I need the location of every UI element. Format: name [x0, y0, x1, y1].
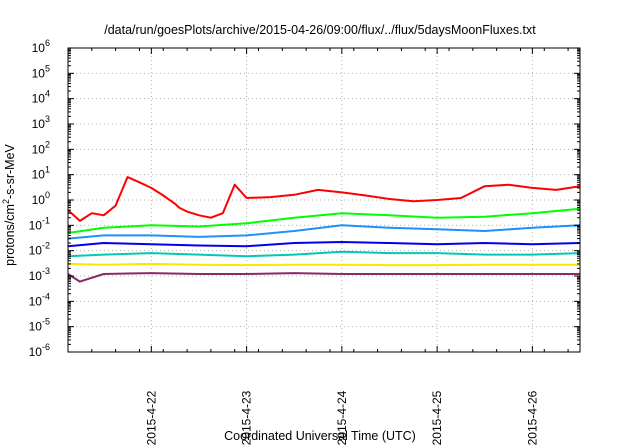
tick-layer — [67, 47, 580, 353]
y-tick-label-base: 10 — [32, 142, 46, 156]
x-tick-label: 2015-4-22 — [144, 390, 158, 445]
y-tick-label: 103 — [32, 114, 50, 131]
x-tick-labels: 2015-4-22 2015-4-23 2015-4-24 2015-4-25 2015… — [144, 390, 539, 445]
y-tick-label-exponent: 1 — [45, 165, 50, 175]
y-tick-label-exponent: -6 — [42, 342, 50, 352]
y-tick-label: 10-4 — [29, 291, 50, 308]
y-tick-label: 10-6 — [29, 342, 50, 359]
x-axis-title: Coordinated Universal Time (UTC) — [224, 429, 416, 443]
y-tick-labels: 10-610-510-410-310-210-11001011021031041… — [29, 38, 50, 359]
grid-layer — [68, 48, 580, 352]
y-tick-label-exponent: -1 — [42, 215, 50, 225]
y-tick-label: 10-3 — [29, 266, 50, 283]
y-tick-label-base: 10 — [29, 218, 43, 232]
series-line-7 — [67, 272, 580, 283]
x-tick-label: 2015-4-24 — [335, 390, 349, 445]
y-tick-label-base: 10 — [32, 92, 46, 106]
y-tick-label-exponent: 4 — [45, 89, 50, 99]
y-tick-label-base: 10 — [29, 320, 43, 334]
y-tick-label-base: 10 — [29, 294, 43, 308]
x-tick-label: 2015-4-25 — [430, 390, 444, 445]
y-tick-label-base: 10 — [32, 117, 46, 131]
y-axis-title-rest: -s-sr-MeV — [3, 143, 17, 199]
series-line-6 — [67, 262, 580, 267]
y-tick-label-exponent: -2 — [42, 241, 50, 251]
y-tick-label-exponent: 6 — [45, 38, 50, 48]
y-tick-label: 10-5 — [29, 317, 50, 334]
y-tick-label-exponent: -5 — [42, 317, 50, 327]
y-tick-label: 104 — [32, 89, 50, 106]
chart-title: /data/run/goesPlots/archive/2015-04-26/0… — [104, 23, 536, 37]
y-tick-label: 10-1 — [29, 215, 50, 232]
y-tick-label-base: 10 — [29, 269, 43, 283]
y-tick-label-base: 10 — [32, 193, 46, 207]
y-tick-label-base: 10 — [32, 66, 46, 80]
y-tick-label-exponent: -4 — [42, 291, 50, 301]
y-tick-label-exponent: -3 — [42, 266, 50, 276]
x-tick-label: 2015-4-23 — [240, 390, 254, 445]
series-line-2 — [67, 207, 581, 234]
y-axis-title-base: protons/cm — [3, 204, 17, 266]
x-tick-label: 2015-4-26 — [525, 390, 539, 445]
y-tick-label-exponent: 0 — [45, 190, 50, 200]
y-tick-label-base: 10 — [29, 345, 43, 359]
y-tick-label: 105 — [32, 63, 50, 80]
y-tick-label: 100 — [32, 190, 50, 207]
y-axis-title: protons/cm2-s-sr-MeV — [1, 143, 17, 265]
y-tick-label-exponent: 5 — [45, 63, 50, 73]
y-tick-label-base: 10 — [32, 41, 46, 55]
series-layer — [67, 176, 581, 283]
series-line-3 — [67, 224, 581, 240]
series-line-1 — [67, 176, 581, 222]
y-tick-label: 102 — [32, 139, 50, 156]
series-line-4 — [67, 241, 581, 248]
y-tick-label: 106 — [32, 38, 50, 55]
y-tick-label: 101 — [32, 165, 50, 182]
y-tick-label-base: 10 — [32, 168, 46, 182]
y-tick-label-exponent: 3 — [45, 114, 50, 124]
series-line-5 — [67, 250, 581, 258]
y-tick-label-base: 10 — [29, 244, 43, 258]
y-axis-title-superscript: 2 — [1, 199, 11, 204]
y-tick-label-exponent: 2 — [45, 139, 50, 149]
y-tick-label: 10-2 — [29, 241, 50, 258]
